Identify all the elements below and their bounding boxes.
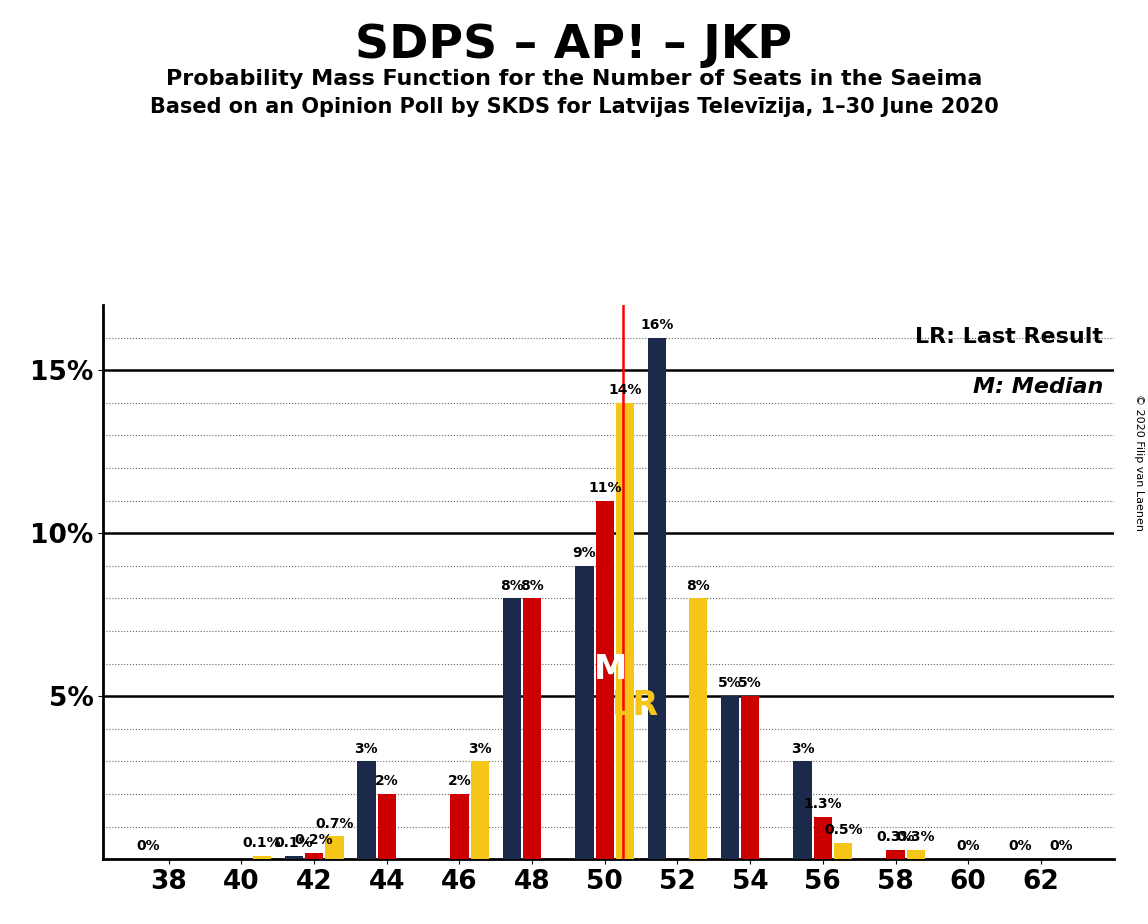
Bar xyxy=(253,856,271,859)
Text: 3%: 3% xyxy=(355,742,378,756)
Bar xyxy=(523,599,541,859)
Text: 0%: 0% xyxy=(137,839,161,854)
Text: 9%: 9% xyxy=(573,546,596,560)
Text: 3%: 3% xyxy=(468,742,491,756)
Bar xyxy=(575,565,594,859)
Bar xyxy=(835,843,852,859)
Bar xyxy=(689,599,707,859)
Text: 8%: 8% xyxy=(520,578,544,592)
Text: 0%: 0% xyxy=(1049,839,1073,854)
Text: 8%: 8% xyxy=(499,578,523,592)
Text: SDPS – AP! – JKP: SDPS – AP! – JKP xyxy=(356,23,792,68)
Text: 2%: 2% xyxy=(448,774,472,788)
Bar xyxy=(357,761,375,859)
Bar xyxy=(742,697,759,859)
Text: 14%: 14% xyxy=(608,383,642,397)
Bar xyxy=(616,403,634,859)
Text: 0%: 0% xyxy=(956,839,980,854)
Text: 0.3%: 0.3% xyxy=(897,830,936,844)
Text: 16%: 16% xyxy=(641,318,674,332)
Bar xyxy=(814,817,832,859)
Bar xyxy=(649,337,666,859)
Text: M: Median: M: Median xyxy=(974,377,1103,397)
Bar xyxy=(721,697,739,859)
Text: M: M xyxy=(594,653,627,687)
Text: 0.2%: 0.2% xyxy=(295,833,333,847)
Bar xyxy=(907,849,925,859)
Text: Probability Mass Function for the Number of Seats in the Saeima: Probability Mass Function for the Number… xyxy=(165,69,983,90)
Text: 0%: 0% xyxy=(1009,839,1032,854)
Text: 0.3%: 0.3% xyxy=(876,830,915,844)
Bar xyxy=(793,761,812,859)
Text: Based on an Opinion Poll by SKDS for Latvijas Televīzija, 1–30 June 2020: Based on an Opinion Poll by SKDS for Lat… xyxy=(149,97,999,117)
Bar xyxy=(305,853,324,859)
Bar xyxy=(503,599,521,859)
Bar xyxy=(471,761,489,859)
Text: 0.1%: 0.1% xyxy=(274,836,313,850)
Text: 0.1%: 0.1% xyxy=(242,836,281,850)
Text: 0.5%: 0.5% xyxy=(824,823,862,837)
Text: LR: Last Result: LR: Last Result xyxy=(915,327,1103,347)
Text: LR: LR xyxy=(612,689,659,723)
Text: 11%: 11% xyxy=(588,480,621,494)
Bar xyxy=(886,849,905,859)
Bar xyxy=(285,856,303,859)
Text: © 2020 Filip van Laenen: © 2020 Filip van Laenen xyxy=(1134,394,1143,530)
Text: 5%: 5% xyxy=(718,676,742,690)
Bar xyxy=(378,794,396,859)
Text: 1.3%: 1.3% xyxy=(804,797,843,811)
Bar xyxy=(450,794,468,859)
Text: 8%: 8% xyxy=(687,578,709,592)
Text: 2%: 2% xyxy=(375,774,398,788)
Text: 5%: 5% xyxy=(738,676,762,690)
Text: 0.7%: 0.7% xyxy=(316,817,354,831)
Text: 3%: 3% xyxy=(791,742,814,756)
Bar xyxy=(596,501,614,859)
Bar xyxy=(325,836,343,859)
